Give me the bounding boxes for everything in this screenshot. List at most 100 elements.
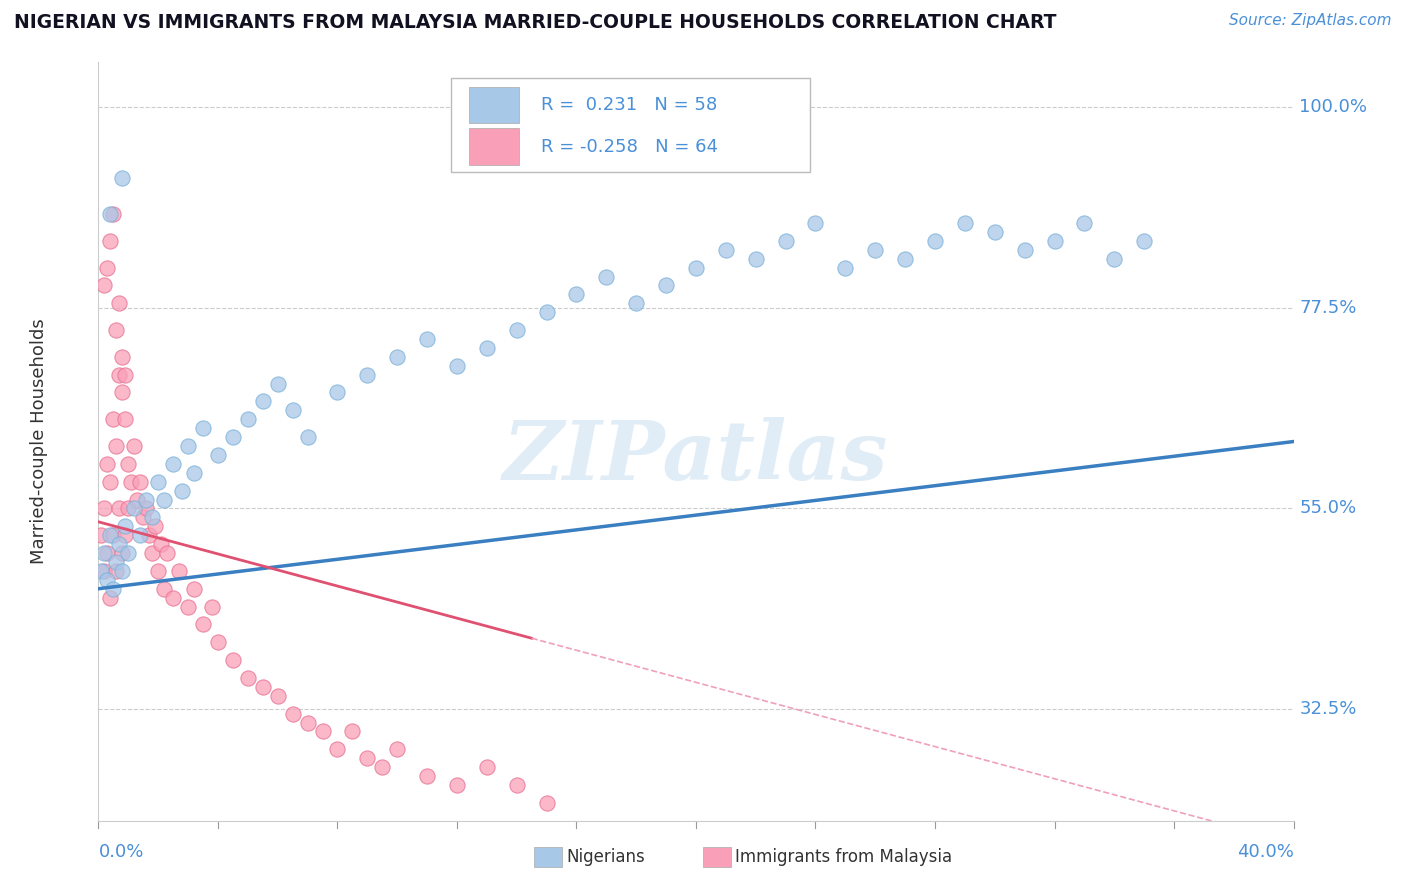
Text: R = -0.258   N = 64: R = -0.258 N = 64 — [541, 137, 717, 155]
Point — [267, 689, 290, 703]
Point — [117, 457, 139, 471]
Point — [148, 475, 170, 489]
Point — [114, 368, 136, 382]
Point — [124, 501, 146, 516]
Point — [103, 207, 125, 221]
Point — [416, 332, 439, 346]
Point — [201, 599, 224, 614]
Point — [108, 501, 131, 516]
Point — [93, 564, 115, 578]
Point — [138, 528, 160, 542]
Text: Source: ZipAtlas.com: Source: ZipAtlas.com — [1229, 13, 1392, 29]
Point — [536, 305, 558, 319]
Point — [1014, 243, 1036, 257]
Point — [148, 564, 170, 578]
Point — [252, 680, 274, 694]
Point — [108, 368, 131, 382]
Text: 40.0%: 40.0% — [1237, 843, 1294, 861]
Point — [141, 510, 163, 524]
Point — [183, 582, 205, 596]
Point — [1104, 252, 1126, 266]
Text: Nigerians: Nigerians — [567, 848, 645, 866]
Point — [153, 492, 176, 507]
Point — [114, 412, 136, 426]
Point — [326, 385, 349, 400]
Point — [167, 564, 190, 578]
Text: 0.0%: 0.0% — [98, 843, 143, 861]
Point — [150, 537, 173, 551]
Point — [834, 260, 856, 275]
Point — [371, 760, 394, 774]
Point — [103, 412, 125, 426]
Point — [129, 475, 152, 489]
Point — [105, 323, 128, 337]
Point — [326, 742, 349, 756]
Point — [111, 171, 134, 186]
Point — [135, 501, 157, 516]
Point — [446, 359, 468, 373]
Point — [108, 537, 131, 551]
Point — [127, 492, 149, 507]
Point — [506, 778, 529, 792]
Point — [953, 216, 976, 230]
Point — [1043, 234, 1066, 248]
FancyBboxPatch shape — [451, 78, 810, 172]
Point — [894, 252, 917, 266]
Point — [177, 439, 200, 453]
Point — [475, 760, 498, 774]
Point — [114, 519, 136, 533]
Point — [172, 483, 194, 498]
Point — [103, 582, 125, 596]
Point — [183, 466, 205, 480]
Point — [98, 234, 122, 248]
Point — [191, 421, 214, 435]
Point — [111, 350, 134, 364]
Point — [714, 243, 737, 257]
Point — [90, 528, 112, 542]
Point — [103, 528, 125, 542]
Point — [143, 519, 166, 533]
Point — [865, 243, 887, 257]
Text: 100.0%: 100.0% — [1299, 98, 1368, 116]
Point — [96, 546, 118, 560]
Point — [132, 510, 155, 524]
Point — [162, 457, 184, 471]
Text: NIGERIAN VS IMMIGRANTS FROM MALAYSIA MARRIED-COUPLE HOUSEHOLDS CORRELATION CHART: NIGERIAN VS IMMIGRANTS FROM MALAYSIA MAR… — [14, 13, 1056, 32]
Point — [924, 234, 946, 248]
Text: ZIPatlas: ZIPatlas — [503, 417, 889, 497]
Point — [98, 591, 122, 605]
Point — [267, 376, 290, 391]
Text: Married-couple Households: Married-couple Households — [30, 318, 48, 565]
Point — [297, 715, 319, 730]
Point — [475, 341, 498, 355]
Point — [1073, 216, 1095, 230]
Point — [1133, 234, 1156, 248]
Bar — [470, 87, 519, 123]
Text: 77.5%: 77.5% — [1299, 299, 1357, 317]
Point — [342, 724, 364, 739]
Point — [93, 546, 115, 560]
Point — [111, 546, 134, 560]
Point — [114, 528, 136, 542]
Text: 55.0%: 55.0% — [1299, 500, 1357, 517]
Point — [117, 501, 139, 516]
Point — [536, 796, 558, 810]
Point — [124, 439, 146, 453]
Point — [108, 296, 131, 310]
Point — [153, 582, 176, 596]
Point — [685, 260, 707, 275]
Point — [141, 546, 163, 560]
Point — [96, 573, 118, 587]
Point — [356, 368, 378, 382]
Point — [775, 234, 797, 248]
Point — [117, 546, 139, 560]
Point — [804, 216, 827, 230]
Point — [446, 778, 468, 792]
Point — [156, 546, 179, 560]
Point — [281, 706, 304, 721]
Point — [236, 671, 259, 685]
Point — [984, 225, 1007, 239]
Point — [655, 278, 678, 293]
Point — [191, 617, 214, 632]
Point — [252, 394, 274, 409]
